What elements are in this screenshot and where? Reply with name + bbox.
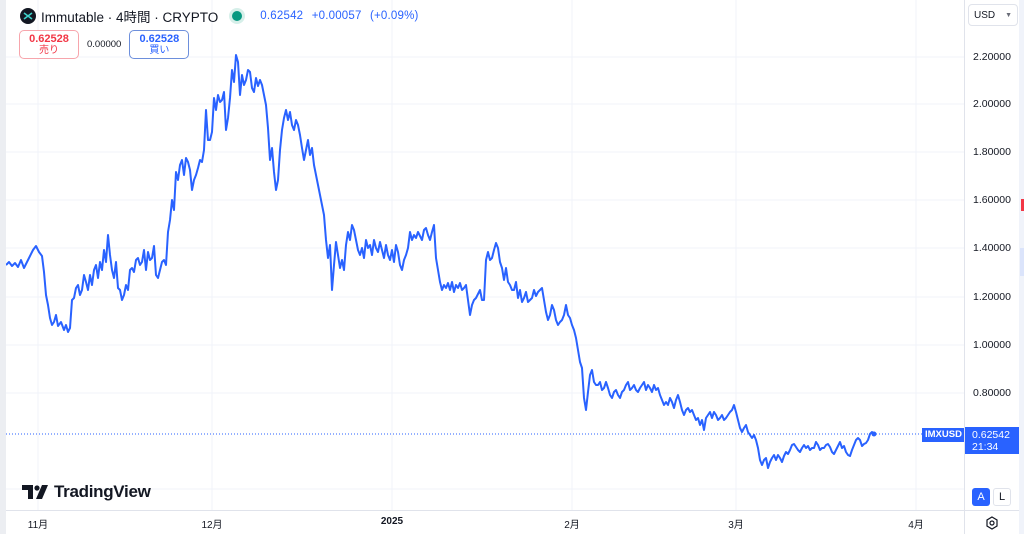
price-change-pct: (+0.09%) — [369, 10, 419, 22]
sell-price: 0.62528 — [29, 32, 69, 45]
price-tick: 1.60000 — [973, 194, 1011, 206]
time-tick: 11月 — [27, 520, 49, 531]
buy-price: 0.62528 — [139, 32, 180, 45]
currency-label: USD — [974, 9, 996, 21]
buy-button[interactable]: 0.62528 買い — [129, 30, 190, 59]
price-line-chart — [6, 0, 964, 510]
price-series-line — [6, 54, 875, 469]
last-price: 0.62542 — [260, 10, 304, 22]
price-tick: 1.80000 — [973, 146, 1011, 158]
symbol-title[interactable]: Immutable · 4時間 · CRYPTO — [41, 10, 219, 25]
last-price-value: 0.62542 — [972, 429, 1010, 441]
price-axis[interactable]: USD ▼ 2.20000 2.00000 1.80000 1.60000 1.… — [964, 0, 1020, 510]
symbol-legend: Immutable · 4時間 · CRYPTO 0.62542 +0.0005… — [20, 6, 424, 26]
chart-settings-button[interactable] — [964, 510, 1019, 534]
log-scale-button[interactable]: L — [993, 488, 1011, 506]
sell-button[interactable]: 0.62528 売り — [19, 30, 79, 59]
grid-lines — [6, 0, 964, 510]
symbol-tag: IMXUSD — [922, 428, 965, 442]
tradingview-mark-icon — [22, 485, 48, 499]
alert-marker — [1021, 199, 1024, 211]
time-axis[interactable]: 11月 12月 2025 2月 3月 4月 — [6, 510, 964, 534]
sell-label: 売り — [39, 44, 59, 56]
scroll-marker[interactable] — [1020, 248, 1024, 276]
chart-pane[interactable]: Immutable · 4時間 · CRYPTO 0.62542 +0.0005… — [6, 0, 965, 510]
auto-scale-button[interactable]: A — [972, 488, 990, 506]
time-tick: 2025 — [380, 516, 404, 527]
price-tick: 0.80000 — [973, 387, 1011, 399]
currency-select[interactable]: USD ▼ — [968, 4, 1018, 26]
price-tick: 2.00000 — [973, 98, 1011, 110]
price-tick: 1.40000 — [973, 242, 1011, 254]
price-tick: 1.20000 — [973, 291, 1011, 303]
last-point-marker — [871, 431, 877, 437]
bar-countdown: 21:34 — [972, 441, 999, 453]
time-tick: 2月 — [564, 520, 580, 531]
price-summary: 0.62542 +0.00057 (+0.09%) — [260, 10, 423, 22]
chevron-down-icon: ▼ — [1005, 11, 1012, 19]
price-tick: 1.00000 — [973, 339, 1011, 351]
buy-label: 買い — [149, 44, 170, 56]
market-status-icon — [232, 11, 243, 21]
spread-value: 0.00000 — [87, 39, 122, 50]
tradingview-logo[interactable]: TradingView — [22, 482, 151, 502]
time-tick: 3月 — [728, 520, 744, 531]
time-tick: 12月 — [201, 520, 223, 531]
price-change: +0.00057 — [311, 10, 362, 22]
right-toolbar-strip — [1019, 0, 1024, 534]
price-tick: 2.20000 — [973, 51, 1011, 63]
scale-mode-buttons: A L — [972, 488, 1011, 506]
last-price-label: 0.62542 21:34 — [965, 427, 1020, 454]
settings-gear-icon — [986, 515, 998, 530]
immutable-logo-icon — [20, 8, 36, 24]
trade-buttons: 0.62528 売り 0.00000 0.62528 買い — [19, 30, 190, 59]
time-tick: 4月 — [908, 520, 924, 531]
left-edge-bar — [0, 0, 6, 534]
tradingview-wordmark: TradingView — [54, 482, 151, 501]
